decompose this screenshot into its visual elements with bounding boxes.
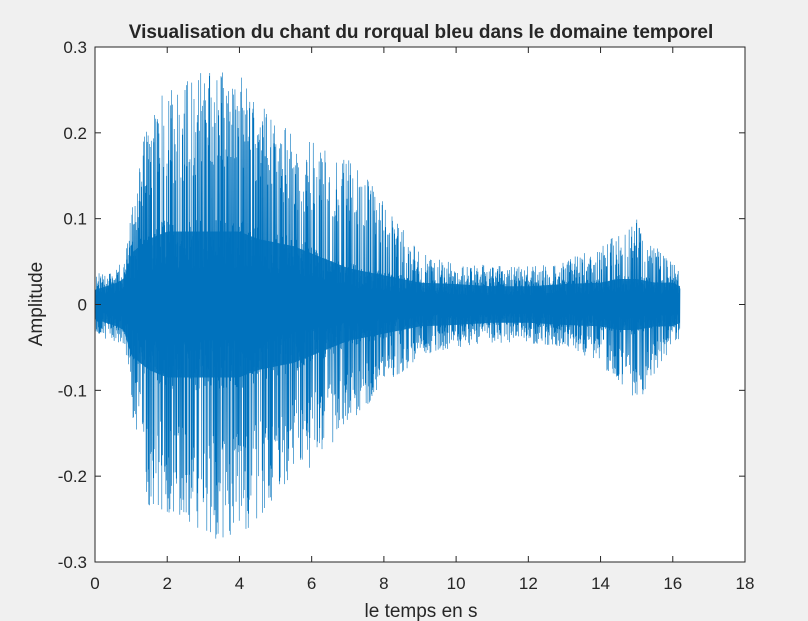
x-tick-label: 10: [447, 574, 466, 593]
waveform-series: [94, 72, 681, 539]
x-tick-label: 4: [235, 574, 244, 593]
y-tick-label: 0.1: [63, 210, 87, 229]
x-tick-label: 12: [519, 574, 538, 593]
x-tick-label: 18: [736, 574, 755, 593]
x-tick-label: 2: [162, 574, 171, 593]
x-axis: 0 2 4 6 8 10 12 14 16 18: [90, 47, 754, 593]
x-tick-label: 0: [90, 574, 99, 593]
y-tick-label: -0.2: [58, 467, 87, 486]
y-axis: 0.3 0.2 0.1 0 -0.1 -0.2 -0.3: [58, 38, 745, 572]
y-tick-label: 0.3: [63, 38, 87, 57]
x-tick-label: 8: [379, 574, 388, 593]
y-tick-label: -0.3: [58, 553, 87, 572]
x-tick-label: 6: [307, 574, 316, 593]
y-tick-label: 0: [78, 296, 87, 315]
chart-title: Visualisation du chant du rorqual bleu d…: [129, 22, 714, 43]
y-tick-label: -0.1: [58, 381, 87, 400]
x-tick-label: 16: [663, 574, 682, 593]
x-tick-label: 14: [591, 574, 610, 593]
y-tick-label: 0.2: [63, 124, 87, 143]
y-axis-label: Amplitude: [26, 262, 47, 347]
waveform-dense-band: [95, 231, 680, 378]
x-axis-label: le temps en s: [365, 601, 478, 621]
